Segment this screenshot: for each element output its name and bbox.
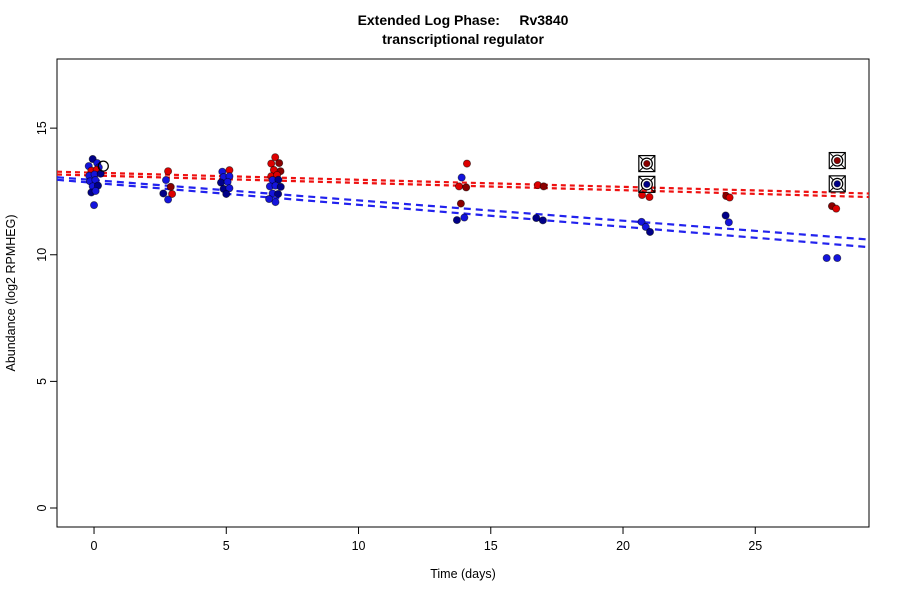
marker-square-icon <box>638 154 656 173</box>
x-tick-label: 15 <box>484 539 498 553</box>
data-point <box>462 159 471 168</box>
trend-lines-layer <box>56 170 870 249</box>
data-point <box>833 254 842 263</box>
data-point <box>271 153 280 162</box>
y-tick-label: 0 <box>35 504 49 511</box>
regression-line <box>56 170 870 195</box>
data-point <box>539 182 548 191</box>
data-point <box>90 201 99 210</box>
data-points-layer <box>84 153 842 263</box>
marked-data-point <box>638 154 656 173</box>
chart-title-line1: Extended Log Phase: Rv3840 <box>358 12 569 28</box>
marker-square-icon <box>638 175 656 193</box>
data-point <box>721 211 730 220</box>
y-tick-label: 15 <box>35 121 49 135</box>
y-tick-label: 5 <box>35 378 49 385</box>
x-tick-label: 25 <box>748 539 762 553</box>
marker-square-icon <box>828 151 846 170</box>
marked-data-point <box>828 175 846 193</box>
y-axis-label: Abundance (log2 RPMHEG) <box>4 214 18 371</box>
data-point <box>637 217 646 226</box>
data-point <box>832 204 841 213</box>
marked-points-layer <box>638 151 846 193</box>
regression-line <box>56 176 870 241</box>
plot-box <box>56 58 870 528</box>
data-point <box>645 193 654 202</box>
y-tick-label: 10 <box>35 248 49 262</box>
x-tick-label: 20 <box>616 539 630 553</box>
data-point <box>275 159 284 168</box>
regression-line <box>56 178 870 249</box>
data-point <box>168 189 177 198</box>
data-point <box>91 186 100 195</box>
data-point <box>456 199 465 208</box>
data-point <box>159 189 168 198</box>
data-point <box>166 182 175 191</box>
data-point <box>455 182 464 191</box>
data-point <box>641 222 650 231</box>
data-point <box>833 156 841 165</box>
x-axis-label: Time (days) <box>430 567 496 581</box>
data-point <box>833 180 841 188</box>
data-point <box>725 193 734 202</box>
chart-title-line2: transcriptional regulator <box>382 31 544 47</box>
data-point <box>274 189 283 198</box>
data-point <box>457 173 466 182</box>
data-point <box>265 195 274 204</box>
data-point <box>164 195 173 204</box>
data-point <box>164 167 173 176</box>
x-tick-label: 5 <box>223 539 230 553</box>
data-point <box>161 176 170 185</box>
data-point <box>460 213 469 222</box>
data-point <box>822 254 831 263</box>
data-point <box>645 227 654 236</box>
data-point <box>538 216 547 225</box>
marker-square-icon <box>828 175 846 193</box>
x-tick-label: 10 <box>352 539 366 553</box>
data-point <box>532 214 541 223</box>
data-point <box>462 183 471 192</box>
data-point <box>724 218 733 227</box>
marked-data-point <box>828 151 846 170</box>
axes-layer: 0 5 10 15 20 25 0 5 10 15 <box>35 121 762 553</box>
data-point <box>452 216 461 225</box>
data-point <box>643 180 651 188</box>
marked-data-point <box>638 175 656 193</box>
data-point <box>222 189 231 198</box>
data-point <box>271 198 280 207</box>
data-point <box>638 190 647 199</box>
x-tick-label: 0 <box>91 539 98 553</box>
open-circle-point <box>97 160 109 172</box>
data-point <box>643 159 651 168</box>
data-point <box>276 182 285 191</box>
